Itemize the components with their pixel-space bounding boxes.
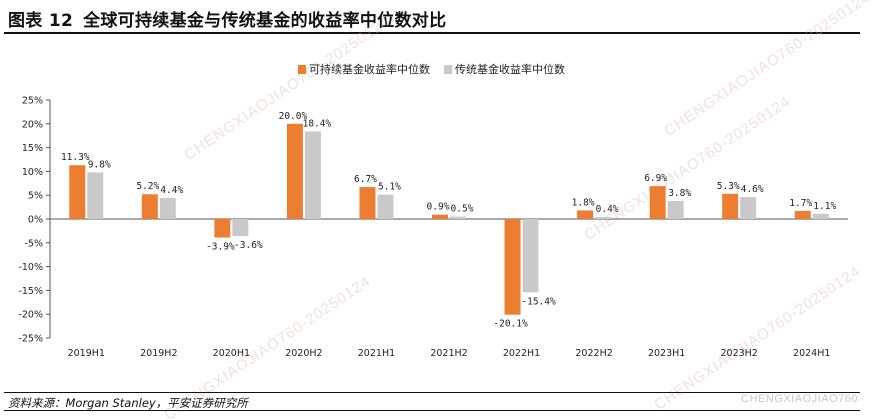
bar-traditional: [740, 197, 757, 219]
bar-sustainable: [649, 186, 666, 219]
bar-sustainable: [577, 210, 594, 219]
data-label-traditional: -15.4%: [521, 296, 556, 307]
bar-sustainable: [432, 214, 448, 219]
x-tick-label: 2023H1: [648, 348, 685, 359]
data-label-traditional: 9.8%: [88, 159, 111, 170]
bar-sustainable: [504, 219, 521, 315]
data-label-sustainable: 6.9%: [644, 173, 667, 184]
x-tick-label: 2022H2: [575, 348, 612, 359]
legend-swatch-sustainable: [298, 65, 306, 74]
x-tick-label: 2019H2: [140, 348, 177, 359]
data-label-sustainable: 0.9%: [427, 202, 450, 213]
bar-traditional: [812, 213, 829, 219]
title-rule: [4, 32, 860, 34]
data-label-sustainable: -20.1%: [493, 319, 528, 330]
data-label-traditional: 18.4%: [303, 118, 332, 129]
data-label-traditional: 1.1%: [813, 201, 836, 212]
bar-sustainable: [141, 194, 158, 219]
x-tick-label: 2024H1: [793, 348, 830, 359]
y-tick-label: -10%: [18, 262, 43, 273]
figure-title: 图表 12 全球可持续基金与传统基金的收益率中位数对比: [8, 6, 446, 31]
data-label-traditional: 0.5%: [451, 204, 474, 215]
figure-number: 图表 12: [8, 11, 74, 31]
data-label-traditional: 4.4%: [160, 185, 183, 196]
legend-label-traditional: 传统基金收益率中位数: [455, 62, 565, 76]
bar-traditional: [232, 219, 249, 237]
x-tick-label: 2020H2: [285, 348, 322, 359]
data-label-sustainable: 5.3%: [717, 181, 740, 192]
source-note: 资料来源：Morgan Stanley，平安证券研究所: [8, 396, 248, 410]
bar-sustainable: [722, 193, 739, 219]
y-tick-label: 0%: [28, 215, 43, 226]
data-label-sustainable: 11.3%: [61, 152, 90, 163]
x-tick-label: 2021H2: [430, 348, 467, 359]
bar-traditional: [159, 198, 176, 219]
x-tick-label: 2020H1: [213, 348, 250, 359]
bar-traditional: [304, 131, 321, 219]
x-tick-label: 2021H1: [358, 348, 395, 359]
y-tick-label: -5%: [25, 238, 44, 249]
bar-traditional: [522, 219, 539, 293]
legend-swatch-traditional: [444, 65, 452, 74]
data-label-sustainable: 20.0%: [279, 111, 308, 122]
bar-sustainable: [69, 165, 86, 219]
bar-sustainable: [286, 123, 303, 219]
bar-traditional: [667, 200, 684, 219]
y-tick-label: -25%: [18, 334, 43, 345]
x-tick-label: 2022H1: [503, 348, 540, 359]
bar-traditional: [87, 172, 104, 219]
bar-sustainable: [359, 187, 376, 219]
data-label-traditional: 5.1%: [378, 182, 401, 193]
data-label-sustainable: 1.8%: [572, 197, 595, 208]
watermark-id: CHENGXIAOJIAO760: [741, 393, 858, 405]
x-tick-label: 2019H1: [68, 348, 105, 359]
figure-title-text: 全球可持续基金与传统基金的收益率中位数对比: [83, 11, 447, 31]
y-tick-label: 20%: [22, 119, 43, 130]
source-rule-top: [4, 392, 860, 393]
bar-traditional: [595, 217, 612, 219]
data-label-sustainable: 5.2%: [136, 181, 159, 192]
y-tick-label: -20%: [18, 310, 43, 321]
bar-traditional: [377, 194, 394, 219]
y-tick-label: -15%: [18, 286, 43, 297]
data-label-traditional: -3.6%: [234, 240, 263, 251]
data-label-sustainable: -3.9%: [206, 242, 235, 253]
data-label-traditional: 0.4%: [596, 204, 619, 215]
x-tick-label: 2023H2: [720, 348, 757, 359]
bar-traditional: [450, 216, 466, 219]
data-label-sustainable: 1.7%: [789, 198, 812, 209]
data-label-traditional: 3.8%: [668, 188, 691, 199]
y-tick-label: 15%: [22, 143, 43, 154]
y-tick-label: 25%: [22, 96, 43, 107]
bar-sustainable: [794, 210, 811, 219]
data-label-traditional: 4.6%: [741, 184, 764, 195]
source-rule-bottom: [4, 410, 860, 411]
y-tick-label: 10%: [22, 167, 43, 178]
legend-label-sustainable: 可持续基金收益率中位数: [309, 62, 430, 76]
data-label-sustainable: 6.7%: [354, 174, 377, 185]
y-tick-label: 5%: [28, 191, 43, 202]
bar-sustainable: [214, 219, 231, 238]
